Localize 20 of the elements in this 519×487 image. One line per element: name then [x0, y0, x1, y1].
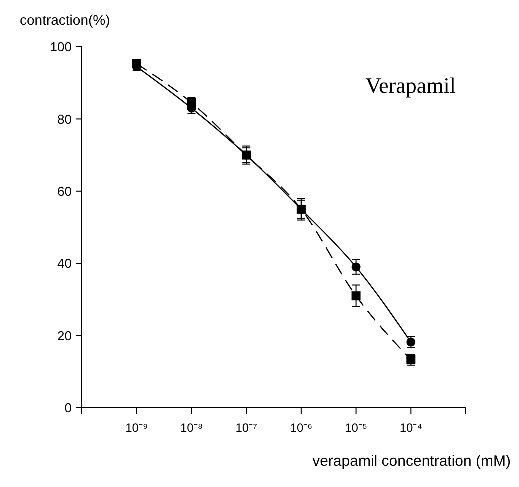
y-tick-label: 60	[58, 184, 72, 199]
x-tick-label: 10⁻⁵	[345, 421, 368, 435]
point	[242, 150, 252, 160]
x-axis-title: verapamil concentration (mM)	[312, 453, 511, 470]
y-tick-label: 0	[64, 400, 72, 416]
y-tick-label: 40	[58, 256, 72, 272]
y-tick-label: 100	[50, 40, 72, 55]
point	[352, 262, 361, 272]
point	[296, 204, 306, 214]
x-tick-label: 10⁻⁹	[126, 421, 148, 435]
y-tick-label: 80	[58, 112, 72, 127]
y-axis-title: contraction(%)	[20, 12, 110, 28]
x-tick-label: 10⁻⁸	[180, 421, 203, 435]
x-tick-label: 10⁻⁶	[290, 421, 313, 435]
x-tick-label: 10⁻⁴	[400, 421, 422, 435]
annotation: Verapamil	[366, 73, 456, 98]
point	[352, 292, 361, 301]
x-tick-label: 10⁻⁷	[236, 421, 258, 435]
y-tick-label: 20	[58, 328, 72, 344]
point	[132, 59, 142, 68]
